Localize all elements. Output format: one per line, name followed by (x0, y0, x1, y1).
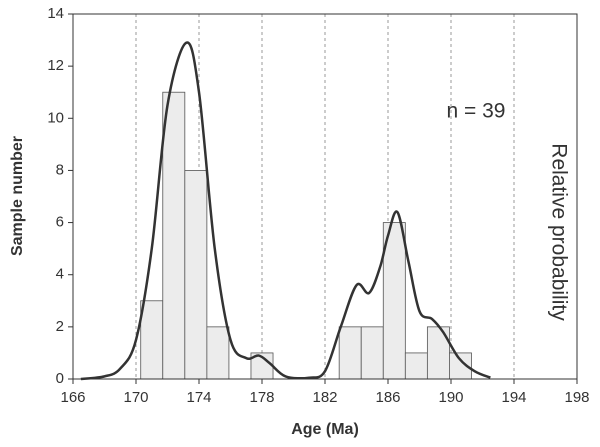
y-axis-label: Sample number (9, 136, 26, 256)
probability-curve (80, 41, 491, 381)
annotation: n = 39 (447, 100, 506, 123)
x-tick-label: 174 (186, 389, 211, 406)
y2-axis-label: Relative probability (547, 143, 570, 321)
bar (404, 352, 428, 380)
x-tick-label: 178 (249, 389, 274, 406)
bar (184, 170, 208, 380)
x-axis-label: Age (Ma) (291, 421, 359, 438)
y-tick-label: 6 (56, 214, 64, 231)
bar (162, 91, 186, 380)
y-tick-label: 14 (47, 5, 64, 22)
bar (338, 326, 362, 380)
y-tick-label: 8 (56, 161, 64, 178)
x-tick-label: 170 (123, 389, 148, 406)
y-tick-label: 12 (47, 57, 64, 74)
y-tick-label: 4 (56, 266, 64, 283)
x-tick-label: 190 (438, 389, 463, 406)
bar (360, 326, 384, 380)
bar (140, 300, 164, 380)
y-tick-label: 2 (56, 318, 64, 335)
x-tick-label: 194 (501, 389, 526, 406)
bar (206, 326, 230, 380)
plot-frame (72, 13, 578, 380)
x-tick-label: 186 (375, 389, 400, 406)
x-tick-label: 198 (564, 389, 589, 406)
x-tick-label: 166 (60, 389, 85, 406)
bar (382, 222, 406, 380)
y-tick-label: 0 (56, 370, 64, 387)
x-tick-label: 182 (312, 389, 337, 406)
y-tick-label: 10 (47, 109, 64, 126)
